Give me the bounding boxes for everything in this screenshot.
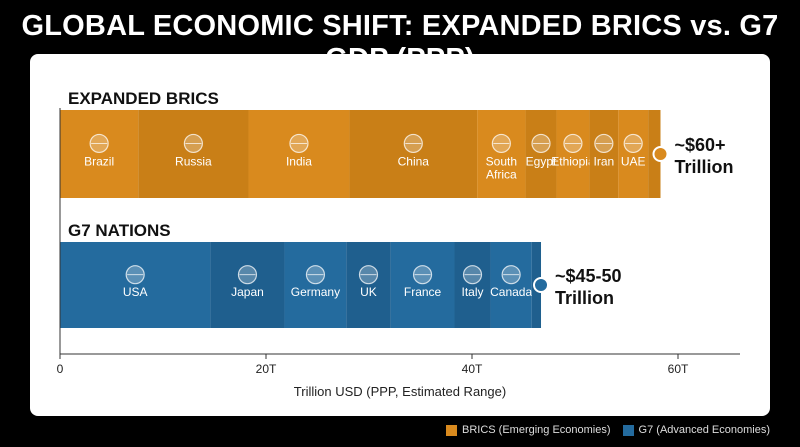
bar-segment-brics-7 — [589, 110, 619, 198]
segment-label-brics-3: China — [398, 154, 430, 168]
x-tick-label: 40T — [462, 362, 483, 376]
x-tick-label: 20T — [256, 362, 277, 376]
total-label-brics-line2: Trillion — [674, 157, 733, 177]
bar-segment-g7-6 — [490, 242, 532, 328]
group-label-brics: EXPANDED BRICS — [68, 89, 219, 108]
legend-label-brics: BRICS (Emerging Economies) — [461, 424, 611, 436]
bar-segment-g7-1 — [210, 242, 285, 328]
total-marker-g7 — [533, 277, 550, 293]
segment-label-g7-2: Germany — [291, 285, 340, 299]
segment-label-brics-8: UAE — [621, 154, 646, 168]
bar-segment-brics-4 — [477, 110, 526, 198]
legend: BRICS (Emerging Economies) G7 (Advanced … — [445, 424, 770, 436]
bar-segment-brics-5 — [525, 110, 557, 198]
bar-segment-brics-1 — [138, 110, 249, 198]
segment-label-brics-4: South — [486, 154, 517, 168]
segment-label-brics-7: Iran — [593, 154, 614, 168]
group-label-g7: G7 NATIONS — [68, 221, 171, 240]
bar-segment-g7-4 — [390, 242, 455, 328]
legend-item-brics: BRICS (Emerging Economies) — [445, 424, 611, 436]
segment-label-brics-5: Egypt — [526, 154, 557, 168]
bar-segment-g7-0 — [60, 242, 211, 328]
legend-label-g7: G7 (Advanced Economies) — [638, 424, 770, 436]
segment-label-brics-6: Ethiopia — [551, 154, 595, 168]
bar-segment-g7-5 — [454, 242, 491, 328]
x-tick-label: 60T — [668, 362, 689, 376]
x-axis-title: Trillion USD (PPP, Estimated Range) — [294, 384, 506, 399]
bar-segment-brics-2 — [248, 110, 350, 198]
segment-label-brics-1: Russia — [175, 154, 212, 168]
segment-label-g7-3: UK — [360, 285, 377, 299]
bar-segment-brics-0 — [60, 110, 139, 198]
segment-label-g7-1: Japan — [231, 285, 264, 299]
segment-label-g7-6: Canada — [490, 285, 532, 299]
segment-label-g7-0: USA — [123, 285, 148, 299]
segment-label-brics-4-line2: Africa — [486, 167, 517, 181]
total-marker-brics — [652, 146, 669, 162]
stacked-bar-chart: EXPANDED BRICS Brazil Russia India China Sout… — [57, 89, 740, 399]
segment-label-g7-5: Italy — [462, 285, 484, 299]
bar-segment-brics-6 — [556, 110, 590, 198]
bar-segment-g7-2 — [284, 242, 347, 328]
total-label-g7: ~$45-50 — [555, 266, 622, 286]
segment-label-brics-2: India — [286, 154, 312, 168]
bar-segment-g7-3 — [346, 242, 391, 328]
segment-label-brics-0: Brazil — [84, 154, 114, 168]
bar-segment-brics-8 — [618, 110, 649, 198]
legend-swatch-g7 — [622, 424, 634, 436]
legend-item-g7: G7 (Advanced Economies) — [622, 424, 770, 436]
x-tick-label: 0 — [57, 362, 64, 376]
legend-swatch-brics — [445, 424, 457, 436]
bar-segment-brics-3 — [349, 110, 478, 198]
total-label-brics: ~$60+ — [674, 135, 725, 155]
segment-label-g7-4: France — [404, 285, 442, 299]
chart-panel: EXPANDED BRICS Brazil Russia India China Sout… — [30, 54, 770, 416]
total-label-g7-line2: Trillion — [555, 288, 614, 308]
